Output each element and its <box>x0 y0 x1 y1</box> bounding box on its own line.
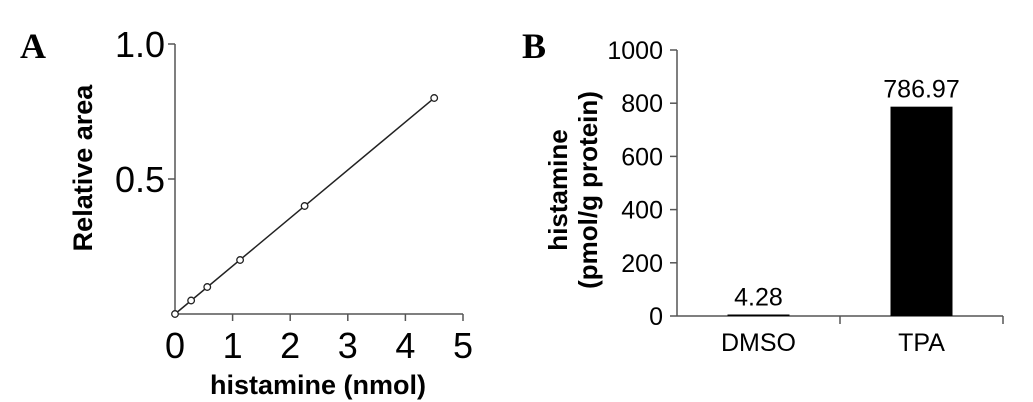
panel-a-data-point <box>203 283 212 291</box>
panel-b-y-axis-label-line1: histamine <box>543 129 573 250</box>
panel-a-data-point <box>187 296 196 305</box>
panel-b-bar-dmso <box>727 314 790 316</box>
panel-a-y-tick-label: 0.5 <box>115 159 165 200</box>
panel-b-category-label: TPA <box>898 329 945 357</box>
panel-a-x-tick-label: 4 <box>395 325 415 366</box>
panel-b-y-tick-label: 1000 <box>607 37 663 65</box>
panel-a-y-axis-label: Relative area <box>68 84 98 252</box>
panel-b-ticks: 0 200 400 600 800 1000 <box>607 37 1004 331</box>
panel-a-x-tick-label: 0 <box>165 325 185 366</box>
panel-b-bars <box>727 106 953 316</box>
panel-b-y-tick-label: 200 <box>621 250 663 278</box>
panel-a-axes <box>174 44 463 315</box>
panel-a-y-tick-label: 1.0 <box>115 24 165 65</box>
panel-b-data-label: 786.97 <box>883 76 959 104</box>
panel-b-category-label: DMSO <box>721 329 796 357</box>
panel-a-x-tick-label: 5 <box>453 325 473 366</box>
panel-a-data-point <box>171 310 179 318</box>
panel-b-y-tick-label: 0 <box>649 303 663 331</box>
panel-b-y-tick-label: 400 <box>621 197 663 225</box>
panel-a-data-point <box>236 256 245 264</box>
panel-a-x-axis-label: histamine (nmol) <box>210 370 426 400</box>
panel-a-x-tick-label: 2 <box>280 325 300 366</box>
panel-b-y-tick-label: 800 <box>621 90 663 118</box>
panel-a-points <box>171 94 439 318</box>
panel-b-category-labels: DMSO TPA <box>721 329 945 357</box>
panel-a-data-point <box>430 94 439 102</box>
panel-b-y-axis-label-line2: (pmol/g protein) <box>573 91 603 289</box>
panel-b-data-labels: 4.28 786.97 <box>734 76 960 312</box>
panel-b-data-label: 4.28 <box>734 284 783 312</box>
panel-b-chart: B 0 200 400 600 800 1000 4.28 786.97 DMSO TPA h… <box>522 26 1004 357</box>
panel-a-x-tick-label: 3 <box>338 325 358 366</box>
panel-a-letter: A <box>20 26 46 66</box>
panel-a-chart: A 0 1 2 3 4 5 0.5 1.0 histamine (nmol) Relative… <box>20 24 473 400</box>
panel-b-letter: B <box>522 26 546 66</box>
panel-b-bar-tpa <box>890 106 953 316</box>
panel-a-ticks: 0 1 2 3 4 5 0.5 1.0 <box>115 24 473 366</box>
panel-a-data-point <box>300 202 309 210</box>
panel-a-x-tick-label: 1 <box>223 325 243 366</box>
panel-b-y-tick-label: 600 <box>621 143 663 171</box>
